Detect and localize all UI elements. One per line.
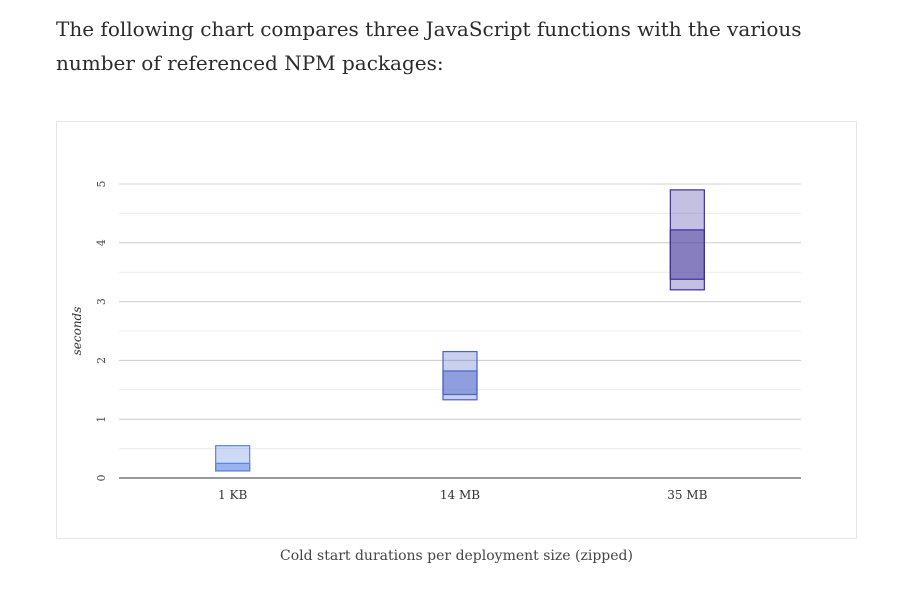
cold-start-chart: 0 1 2 3 4 5 1 KB 14 MB 35 MB seconds — [70, 181, 801, 502]
chart-caption: Cold start durations per deployment size… — [280, 548, 633, 564]
axis-layer: 0 1 2 3 4 5 1 KB 14 MB 35 MB — [95, 181, 801, 502]
y-axis-label: seconds — [70, 307, 84, 356]
y-tick-label: 4 — [95, 239, 108, 246]
y-tick-label: 3 — [95, 298, 108, 305]
box-layer — [215, 189, 705, 472]
chart-container: 0 1 2 3 4 5 1 KB 14 MB 35 MB seconds — [56, 121, 857, 539]
intro-paragraph: The following chart compares three JavaS… — [56, 17, 802, 75]
range-box-inner — [442, 370, 478, 396]
range-box-inner — [669, 229, 705, 280]
x-tick-label: 14 MB — [440, 488, 480, 502]
range-box-outer — [442, 350, 478, 401]
grid-layer — [119, 183, 801, 450]
y-tick-label: 2 — [95, 357, 108, 364]
range-box-inner — [215, 462, 251, 472]
y-tick-label: 5 — [95, 181, 108, 188]
x-tick-label: 35 MB — [667, 488, 707, 502]
y-tick-label: 1 — [95, 416, 108, 423]
y-tick-label: 0 — [95, 475, 108, 482]
x-tick-label: 1 KB — [218, 488, 247, 502]
range-box-outer — [215, 445, 251, 472]
